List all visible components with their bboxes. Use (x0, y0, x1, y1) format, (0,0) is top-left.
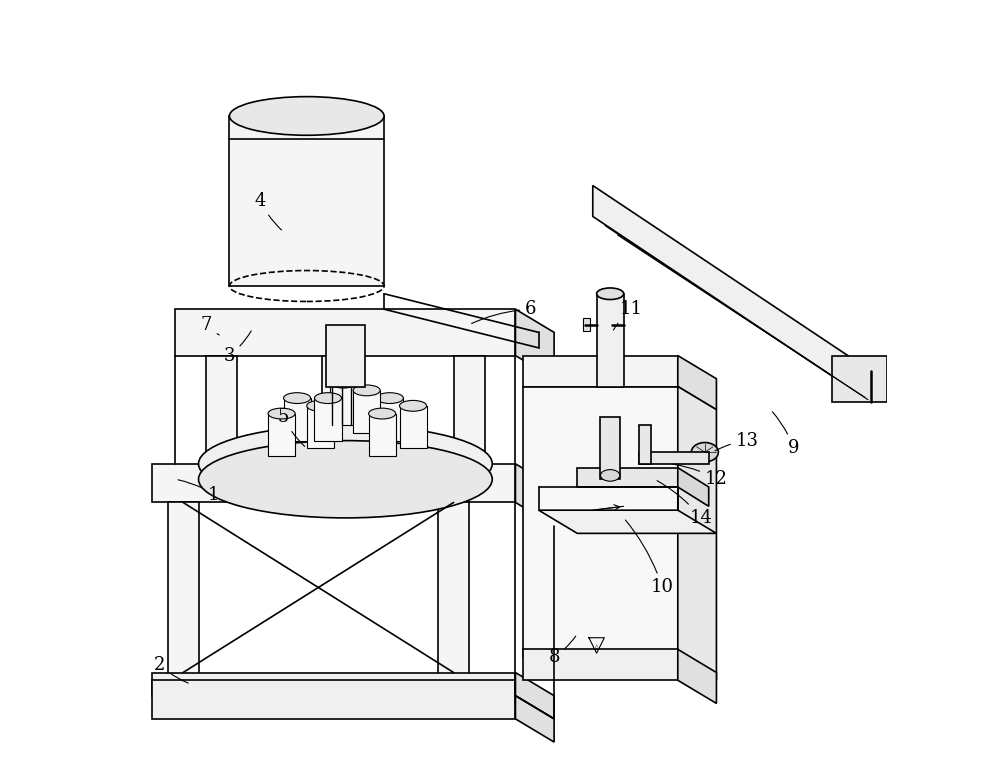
Bar (523, 649, 678, 680)
Text: 3: 3 (224, 331, 251, 365)
Bar (523, 356, 678, 386)
Ellipse shape (199, 441, 492, 518)
Polygon shape (539, 510, 716, 533)
Polygon shape (515, 309, 554, 379)
Text: 12: 12 (673, 464, 728, 489)
Ellipse shape (307, 400, 334, 411)
Bar (330, 383, 357, 425)
Bar (639, 452, 709, 464)
Bar (400, 406, 427, 448)
Polygon shape (515, 673, 554, 719)
Polygon shape (515, 696, 554, 742)
Ellipse shape (330, 377, 357, 388)
Ellipse shape (199, 425, 492, 502)
Text: 2: 2 (154, 656, 188, 683)
Ellipse shape (229, 97, 384, 135)
Bar (284, 398, 311, 441)
Bar (152, 680, 515, 719)
Ellipse shape (369, 408, 396, 419)
Polygon shape (678, 386, 716, 680)
Bar (600, 417, 620, 479)
Bar (152, 464, 515, 502)
Polygon shape (515, 464, 554, 526)
Polygon shape (678, 468, 709, 506)
Bar (438, 502, 469, 696)
Text: 7: 7 (201, 315, 219, 335)
Text: 10: 10 (625, 520, 674, 597)
Bar (168, 502, 199, 696)
Ellipse shape (600, 469, 620, 481)
Text: 11: 11 (613, 300, 643, 330)
Bar (322, 356, 353, 464)
Polygon shape (593, 186, 871, 402)
Text: 9: 9 (772, 412, 799, 458)
Bar (454, 356, 485, 464)
Bar (369, 414, 396, 456)
Text: △: △ (594, 644, 599, 650)
Bar (832, 356, 887, 402)
Text: 8: 8 (548, 636, 576, 666)
Text: 14: 14 (657, 481, 712, 527)
Text: 1: 1 (178, 480, 220, 504)
Ellipse shape (400, 400, 427, 411)
Ellipse shape (376, 393, 403, 404)
Bar (326, 325, 365, 386)
Text: 13: 13 (715, 431, 759, 451)
Polygon shape (678, 649, 716, 703)
Ellipse shape (353, 385, 380, 396)
Bar (597, 294, 624, 386)
Bar (639, 425, 651, 464)
Ellipse shape (691, 442, 718, 462)
Bar (175, 309, 515, 356)
Bar (307, 406, 334, 448)
Text: 6: 6 (472, 300, 537, 323)
Bar (229, 116, 384, 286)
Bar (376, 398, 403, 441)
Ellipse shape (268, 408, 295, 419)
Bar (152, 673, 515, 696)
Bar (523, 386, 678, 657)
Bar (268, 414, 295, 456)
Bar (314, 398, 342, 441)
Bar (577, 468, 678, 487)
Ellipse shape (314, 393, 342, 404)
Text: 4: 4 (255, 192, 282, 230)
Bar (206, 356, 237, 464)
Polygon shape (678, 356, 716, 410)
Ellipse shape (284, 393, 311, 404)
Bar (353, 390, 380, 433)
Ellipse shape (597, 288, 624, 300)
Text: 5: 5 (278, 408, 305, 447)
Bar (583, 318, 590, 331)
